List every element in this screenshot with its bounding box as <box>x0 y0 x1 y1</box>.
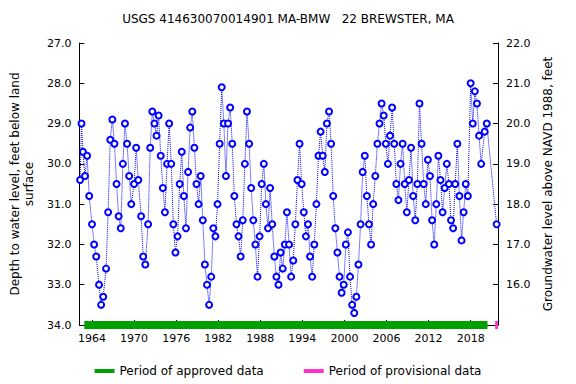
svg-text:18.0: 18.0 <box>506 198 531 211</box>
svg-text:Depth to water level, feet bel: Depth to water level, feet below land <box>8 72 22 295</box>
svg-text:20.0: 20.0 <box>506 117 531 130</box>
svg-text:Groundwater level above NAVD 1: Groundwater level above NAVD 1988, feet <box>541 56 555 311</box>
svg-text:2000: 2000 <box>330 332 358 345</box>
svg-text:2018: 2018 <box>457 332 485 345</box>
svg-text:1976: 1976 <box>162 332 190 345</box>
svg-text:1970: 1970 <box>120 332 148 345</box>
svg-text:1982: 1982 <box>204 332 232 345</box>
svg-text:Period of provisional data: Period of provisional data <box>329 364 482 378</box>
svg-text:USGS 414630070014901 MA-BMW: USGS 414630070014901 MA-BMW 22 BREWSTER,… <box>122 12 455 26</box>
svg-text:21.0: 21.0 <box>506 77 531 90</box>
svg-text:29.0: 29.0 <box>47 117 72 130</box>
svg-text:1964: 1964 <box>78 332 106 345</box>
svg-text:Period of approved data: Period of approved data <box>120 364 264 378</box>
svg-text:2012: 2012 <box>415 332 443 345</box>
svg-text:28.0: 28.0 <box>47 77 72 90</box>
svg-text:30.0: 30.0 <box>47 157 72 170</box>
svg-text:1994: 1994 <box>288 332 316 345</box>
svg-text:27.0: 27.0 <box>47 37 72 50</box>
svg-text:19.0: 19.0 <box>506 157 531 170</box>
svg-text:1988: 1988 <box>246 332 274 345</box>
svg-text:17.0: 17.0 <box>506 238 531 251</box>
svg-text:2006: 2006 <box>373 332 401 345</box>
svg-text:34.0: 34.0 <box>47 319 72 332</box>
svg-text:22.0: 22.0 <box>506 37 531 50</box>
svg-text:32.0: 32.0 <box>47 238 72 251</box>
svg-text:surface: surface <box>22 162 36 206</box>
svg-text:31.0: 31.0 <box>47 198 72 211</box>
svg-text:16.0: 16.0 <box>506 278 531 291</box>
svg-text:33.0: 33.0 <box>47 278 72 291</box>
